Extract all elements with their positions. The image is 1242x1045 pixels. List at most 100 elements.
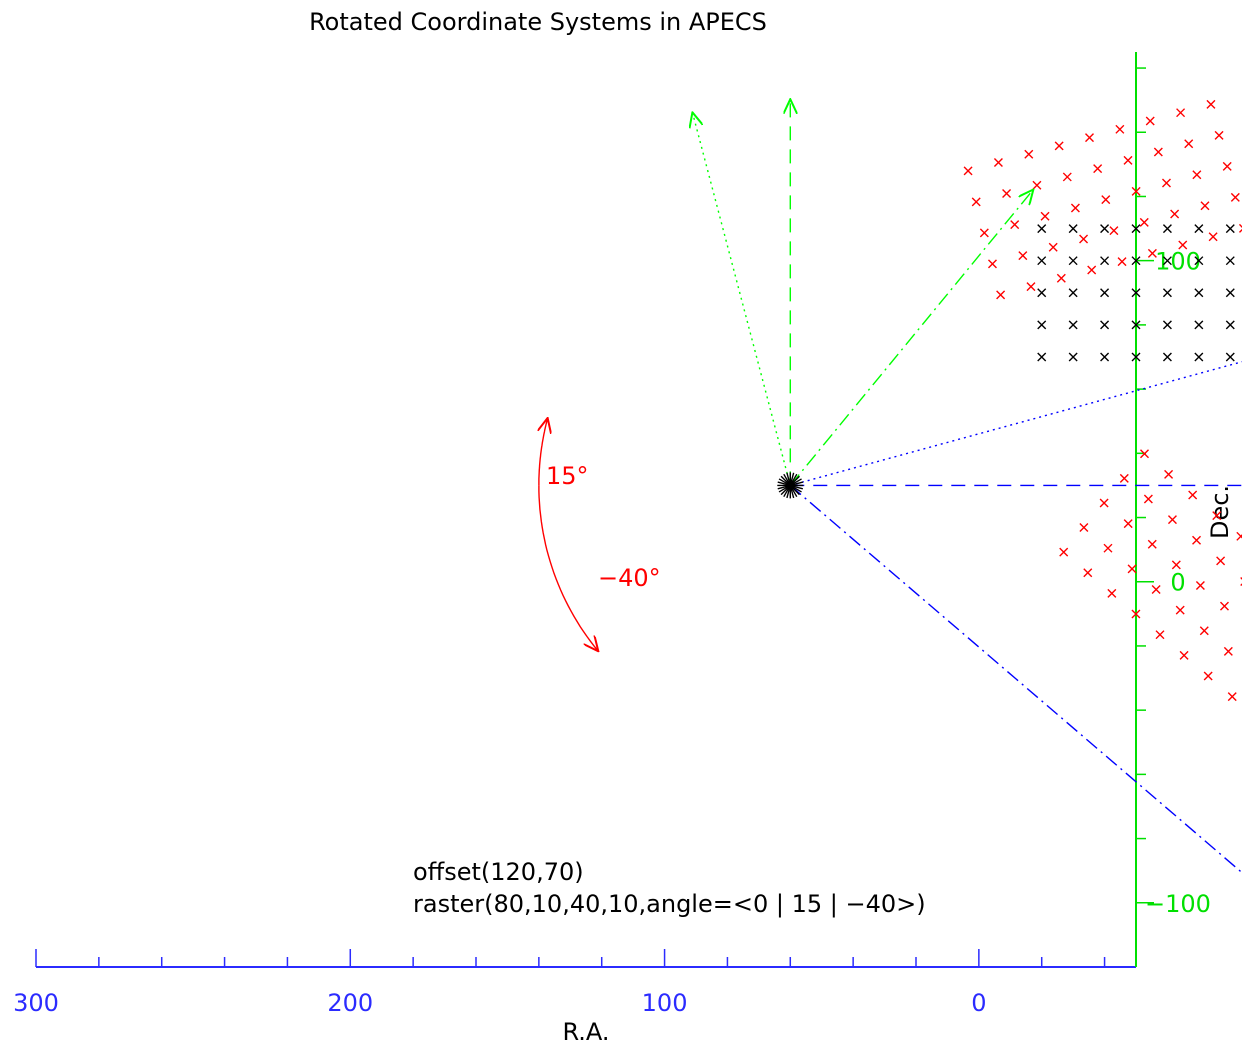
raster-point bbox=[1083, 568, 1093, 578]
figure-title: Rotated Coordinate Systems in APECS bbox=[309, 8, 767, 36]
raster-point bbox=[1068, 256, 1078, 266]
dec-tick-label: −100 bbox=[1145, 890, 1211, 918]
raster-point bbox=[1225, 256, 1235, 266]
raster-point bbox=[1037, 320, 1047, 330]
raster-point bbox=[979, 228, 989, 238]
raster-point bbox=[1068, 288, 1078, 298]
raster-point bbox=[1140, 449, 1150, 459]
raster-point bbox=[1170, 209, 1180, 219]
raster-point bbox=[1100, 352, 1110, 362]
raster-point bbox=[1162, 224, 1172, 234]
raster-point bbox=[1147, 539, 1157, 549]
raster-point bbox=[1131, 186, 1141, 196]
raster-point bbox=[1127, 564, 1137, 574]
raster-point bbox=[1068, 224, 1078, 234]
raster-point bbox=[1048, 242, 1058, 252]
raster-point bbox=[1131, 256, 1141, 266]
raster-point bbox=[1192, 535, 1202, 545]
raster-point bbox=[1100, 320, 1110, 330]
raster-point bbox=[1223, 646, 1233, 656]
raster-point bbox=[1131, 609, 1141, 619]
raster-point bbox=[1162, 320, 1172, 330]
raster-point bbox=[1162, 352, 1172, 362]
raster-point bbox=[1139, 217, 1149, 227]
raster-point bbox=[987, 259, 997, 269]
origin-ray bbox=[777, 481, 804, 490]
raster-point bbox=[1037, 256, 1047, 266]
raster-point bbox=[1037, 288, 1047, 298]
raster-point bbox=[1103, 543, 1113, 553]
raster-point bbox=[1225, 288, 1235, 298]
raster-point bbox=[1024, 149, 1034, 159]
raster-point bbox=[1153, 147, 1163, 157]
raster-point bbox=[1131, 320, 1141, 330]
ra-tick-label: 300 bbox=[13, 989, 59, 1017]
arc-plus-15 bbox=[539, 419, 548, 486]
raster-point bbox=[1018, 251, 1028, 261]
raster-point bbox=[1151, 584, 1161, 594]
raster-point bbox=[1040, 211, 1050, 221]
raster-point bbox=[1059, 547, 1069, 557]
raster-point bbox=[1238, 223, 1242, 233]
ra-tick-label: 0 bbox=[971, 989, 986, 1017]
raster-point bbox=[1115, 124, 1125, 134]
raster-point bbox=[1056, 273, 1066, 283]
raster-point bbox=[1214, 130, 1224, 140]
raster-point bbox=[1222, 161, 1232, 171]
raster-point bbox=[1100, 224, 1110, 234]
origin-marker bbox=[777, 472, 804, 499]
raster-point bbox=[963, 166, 973, 176]
arc-minus-40 bbox=[538, 485, 598, 650]
raster-point bbox=[1131, 224, 1141, 234]
raster-point bbox=[1079, 523, 1089, 533]
raster-point bbox=[1194, 224, 1204, 234]
raster-point bbox=[1199, 626, 1209, 636]
rotated-dec-axis bbox=[789, 190, 1032, 486]
ra-axis-label: R.A. bbox=[562, 1018, 609, 1045]
raster-point bbox=[1032, 180, 1042, 190]
rotated-ra-axis bbox=[790, 361, 1242, 487]
angle-label-plus: 15° bbox=[546, 462, 589, 490]
raster-point bbox=[1227, 692, 1237, 702]
raster-point bbox=[1155, 630, 1165, 640]
raster-point bbox=[1203, 671, 1213, 681]
raster-point bbox=[1002, 189, 1012, 199]
raster-point bbox=[1178, 240, 1188, 250]
raster-point bbox=[1194, 288, 1204, 298]
annotation-raster: raster(80,10,40,10,angle=<0 | 15 | −40>) bbox=[413, 890, 926, 918]
raster-point bbox=[1206, 99, 1216, 109]
raster-point bbox=[1171, 560, 1181, 570]
raster-point bbox=[1167, 515, 1177, 525]
raster-point bbox=[1162, 256, 1172, 266]
raster-point bbox=[1054, 141, 1064, 151]
raster-point bbox=[1099, 498, 1109, 508]
raster-point bbox=[1147, 248, 1157, 258]
raster-point bbox=[993, 158, 1003, 168]
raster-point bbox=[1087, 265, 1097, 275]
raster-point bbox=[1162, 288, 1172, 298]
raster-point bbox=[1161, 178, 1171, 188]
raster-point bbox=[1208, 232, 1218, 242]
raster-point bbox=[1200, 201, 1210, 211]
raster-point bbox=[1123, 155, 1133, 165]
raster-point bbox=[1119, 473, 1129, 483]
raster-point bbox=[1062, 172, 1072, 182]
raster-point bbox=[1101, 195, 1111, 205]
raster-point bbox=[1037, 224, 1047, 234]
raster-point bbox=[1145, 116, 1155, 126]
ra-tick-label: 200 bbox=[327, 989, 373, 1017]
raster-point bbox=[1085, 133, 1094, 143]
raster-point bbox=[1195, 581, 1205, 590]
raster-point bbox=[1093, 164, 1103, 174]
ra-axis: 300 200 100 0 bbox=[13, 949, 1136, 1017]
raster-point bbox=[1175, 605, 1185, 615]
raster-point bbox=[1225, 320, 1235, 330]
raster-point bbox=[1188, 490, 1198, 500]
raster-point bbox=[1068, 352, 1078, 362]
raster-point bbox=[1123, 519, 1133, 529]
raster-point bbox=[1225, 224, 1235, 234]
dec-tick-label: 0 bbox=[1170, 569, 1185, 597]
raster-point bbox=[996, 290, 1006, 300]
raster-point bbox=[1100, 288, 1110, 298]
